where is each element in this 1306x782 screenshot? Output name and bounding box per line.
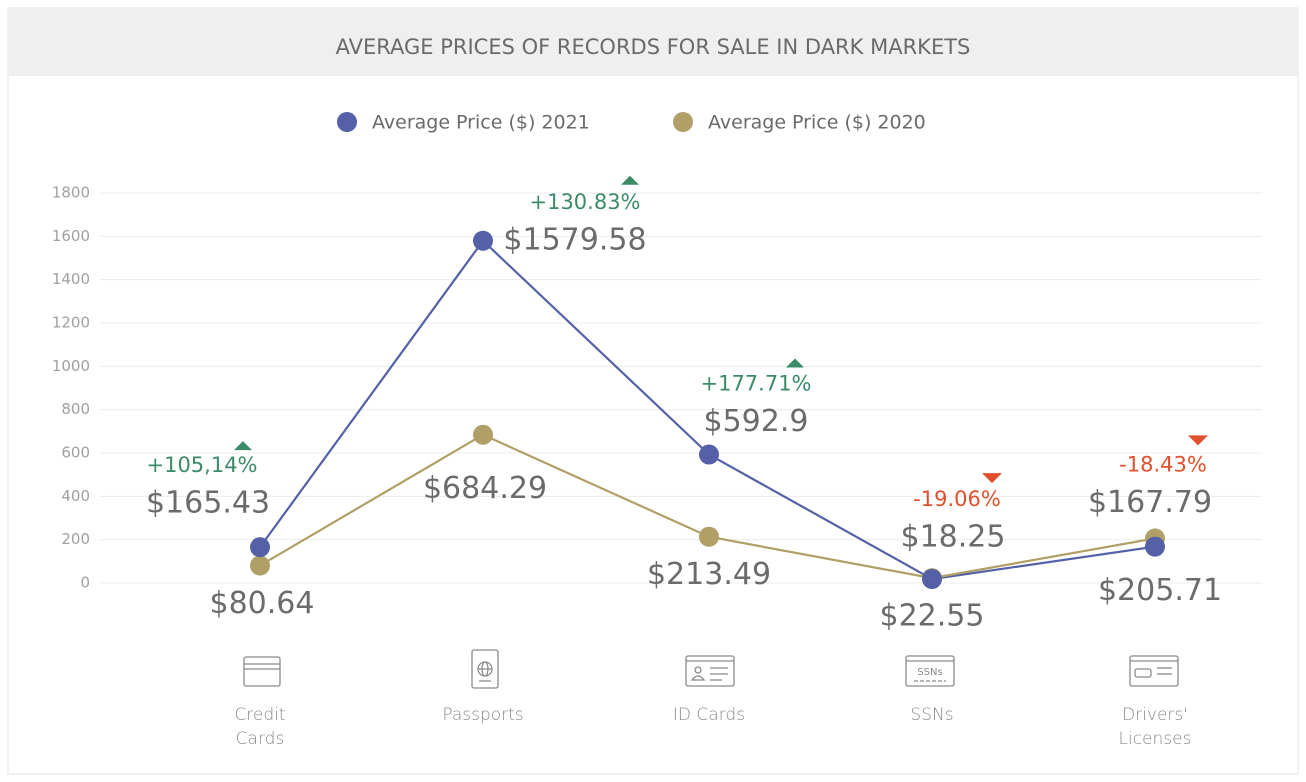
data-label: $167.79 (1088, 485, 1212, 520)
x-tick-label: SSNs (910, 705, 954, 725)
y-tick-label: 0 (80, 574, 90, 592)
change-label: -19.06% (913, 487, 1001, 511)
header-band (8, 8, 1298, 76)
legend-label: Average Price ($) 2021 (372, 112, 590, 134)
data-label: $80.64 (210, 586, 315, 621)
data-point (922, 569, 942, 590)
y-tick-label: 400 (61, 487, 90, 505)
change-label: +105,14% (146, 453, 257, 477)
legend-marker (673, 112, 693, 132)
data-point (1145, 536, 1165, 557)
change-arrow (234, 441, 252, 451)
data-label: $205.71 (1098, 573, 1222, 608)
y-tick-label: 800 (61, 400, 90, 418)
frame (7, 7, 1299, 775)
y-tick-label: 1600 (52, 227, 90, 245)
license-icon (1129, 655, 1179, 687)
passport-icon (471, 649, 499, 689)
data-point (250, 537, 270, 558)
data-point (699, 444, 719, 465)
data-point (473, 424, 493, 445)
y-tick-label: 1200 (52, 314, 90, 332)
y-tick-label: 1400 (52, 270, 90, 288)
legend-marker (337, 112, 357, 132)
data-label: $18.25 (901, 520, 1006, 555)
icons (243, 649, 1179, 689)
change-arrow (982, 473, 1002, 484)
x-tick-label: ID Cards (672, 705, 746, 725)
change-arrow (786, 358, 804, 368)
data-label: $22.55 (880, 599, 985, 634)
credit-card-icon (243, 656, 281, 687)
data-label: $1579.58 (503, 222, 646, 257)
data-label: $684.29 (423, 471, 547, 506)
y-tick-label: 600 (61, 444, 90, 462)
icon-text: SSNs (917, 667, 942, 678)
change-label: -18.43% (1119, 452, 1207, 476)
y-tick-label: 1800 (52, 184, 90, 202)
data-point (473, 230, 493, 251)
x-tick-label: Credit Cards (234, 705, 286, 749)
change-label: +177.71% (700, 372, 811, 396)
chart-title: AVERAGE PRICES OF RECORDS FOR SALE IN DA… (336, 35, 971, 59)
change-label: +130.83% (529, 190, 640, 214)
data-label: $213.49 (647, 557, 771, 592)
ssn-card-icon (905, 655, 955, 687)
id-card-icon (685, 655, 735, 687)
x-tick-label: Drivers' Licenses (1118, 705, 1192, 749)
data-label: $165.43 (146, 486, 270, 521)
data-point (250, 555, 270, 576)
y-tick-label: 200 (61, 530, 90, 548)
data-label: $592.9 (704, 404, 809, 439)
change-arrow (621, 175, 639, 185)
y-tick-label: 1000 (52, 357, 90, 375)
change-arrow (1188, 435, 1208, 446)
data-point (699, 526, 719, 547)
legend-label: Average Price ($) 2020 (708, 112, 926, 134)
x-tick-label: Passports (442, 705, 524, 725)
